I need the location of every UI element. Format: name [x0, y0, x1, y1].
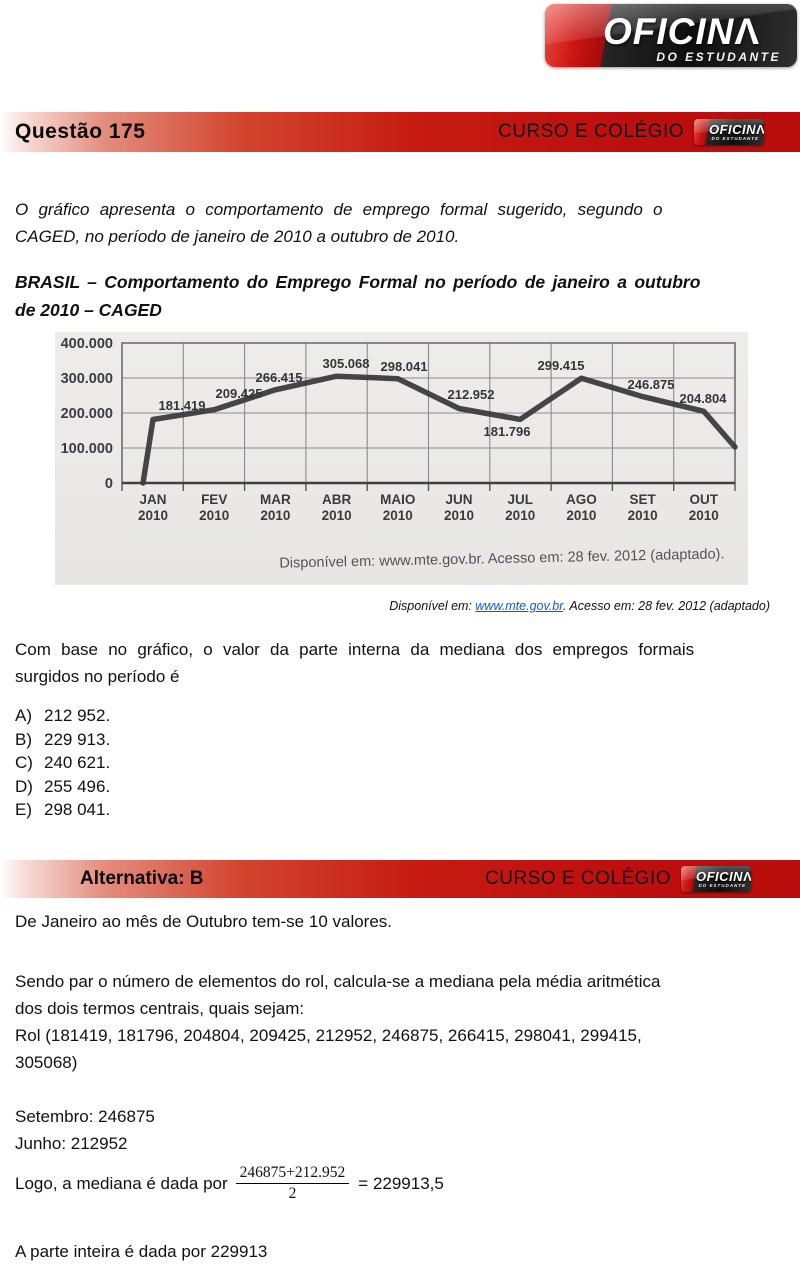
employment-chart-scan: 400.000 300.000 200.000 100.000 0 181.419 209.… — [55, 332, 748, 585]
option-d: D) 255 496. — [15, 776, 111, 796]
solution-final: A parte inteira é dada por 229913 — [15, 1242, 268, 1261]
oficina-logo-small-2: OFICINΛ DO ESTUDANTE — [681, 866, 751, 892]
oficina-logo-small-tagline: DO ESTUDANTE — [711, 136, 759, 141]
solution-p2: Sendo par o número de elementos do rol, … — [15, 972, 661, 1018]
answer-options: A) 212 952. B) 229 913. C) 240 621. D) 255 4… — [15, 704, 110, 822]
solution-rol: Rol (181419, 181796, 204804, 209425, 212… — [15, 1026, 642, 1072]
svg-text:298.041: 298.041 — [381, 359, 428, 374]
fraction: 246875+212.952 2 — [235, 1163, 350, 1203]
svg-text:181.419: 181.419 — [159, 398, 206, 413]
oficina-logo-tagline: DO ESTUDANTE — [656, 50, 781, 64]
oficina-logo-a-glyph: Λ — [734, 11, 761, 52]
curso-colegio-label: CURSO E COLÉGIO — [498, 121, 684, 142]
solution-text: De Janeiro ao mês de Outubro tem-se 10 v… — [15, 908, 785, 1265]
employment-chart: 400.000 300.000 200.000 100.000 0 181.419 209.… — [61, 336, 738, 572]
svg-text:209.425: 209.425 — [216, 386, 263, 401]
oficina-logo-wordmark: OFICINΛ — [603, 11, 761, 52]
option-b: B) 229 913. — [15, 729, 111, 749]
source-link[interactable]: www.mte.gov.br — [475, 599, 563, 613]
curso-colegio-label-2: CURSO E COLÉGIO — [485, 868, 671, 889]
question-prompt: Com base no gráfico, o valor da parte in… — [15, 640, 695, 686]
svg-text:266.415: 266.415 — [256, 370, 303, 385]
svg-text:300.000: 300.000 — [61, 371, 113, 387]
svg-text:204.804: 204.804 — [680, 391, 728, 406]
svg-text:0: 0 — [105, 476, 113, 492]
solution-p1: De Janeiro ao mês de Outubro tem-se 10 v… — [15, 912, 393, 931]
oficina-logo: OFICINΛ DO ESTUDANTE — [545, 4, 797, 67]
alternativa-label: Alternativa: B — [80, 868, 204, 889]
answer-header-bar: Alternativa: B CURSO E COLÉGIO OFICINΛ D… — [0, 860, 800, 898]
option-a: A) 212 952. — [15, 706, 111, 725]
oficina-logo-small-wordmark: OFICINΛ — [709, 122, 764, 137]
header-brand-group: CURSO E COLÉGIO OFICINΛ DO ESTUDANTE — [498, 119, 764, 145]
answer-brand-group: CURSO E COLÉGIO OFICINΛ DO ESTUDANTE — [485, 866, 751, 892]
chart-title: BRASIL – Comportamento do Emprego Formal… — [15, 272, 701, 320]
svg-text:212.952: 212.952 — [448, 387, 495, 402]
svg-text:400.000: 400.000 — [61, 336, 113, 352]
median-formula: Logo, a mediana é dada por 246875+212.95… — [15, 1163, 444, 1203]
question-header-bar: Questão 175 CURSO E COLÉGIO OFICINΛ DO E… — [0, 112, 800, 152]
svg-text:181.796: 181.796 — [484, 424, 531, 439]
source-caption: Disponível em: www.mte.gov.br. Acesso em… — [389, 599, 770, 613]
solution-setembro: Setembro: 246875 — [15, 1107, 155, 1126]
question-number-label: Questão 175 — [15, 120, 146, 143]
solution-junho: Junho: 212952 — [15, 1134, 128, 1153]
question-intro-paragraph: O gráfico apresenta o comportamento de e… — [15, 200, 663, 246]
svg-text:305.068: 305.068 — [323, 356, 370, 371]
option-e: E) 298 041. — [15, 800, 111, 819]
option-c: C) 240 621. — [15, 753, 111, 772]
svg-text:Disponível em: www.mte.gov.br.: Disponível em: www.mte.gov.br. Acesso em… — [279, 546, 724, 571]
svg-text:100.000: 100.000 — [61, 441, 113, 457]
svg-text:299.415: 299.415 — [538, 358, 585, 373]
oficina-logo-small: OFICINΛ DO ESTUDANTE — [694, 119, 764, 145]
svg-text:200.000: 200.000 — [61, 406, 113, 422]
svg-text:246.875: 246.875 — [628, 377, 675, 392]
